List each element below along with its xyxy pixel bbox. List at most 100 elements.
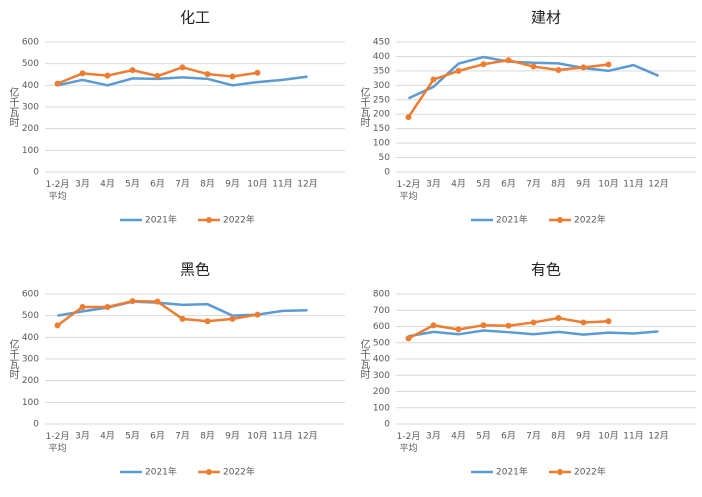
y-tick-label: 0 — [33, 420, 39, 430]
x-tick-label: 9月 — [576, 179, 591, 190]
x-tick-label: 11月 — [272, 431, 292, 442]
x-tick-label: 10月 — [598, 179, 618, 190]
point — [204, 318, 211, 325]
point — [530, 319, 537, 326]
y-tick-label: 0 — [384, 420, 390, 430]
line — [407, 58, 609, 118]
y-axis-label: 亿千瓦时 — [358, 338, 370, 379]
chart-title: 黑色 — [180, 261, 210, 279]
x-tick-label: 10月 — [247, 179, 267, 190]
y-tick-label: 800 — [373, 290, 390, 300]
y-tick-label: 400 — [373, 355, 390, 365]
point — [129, 298, 136, 305]
point — [430, 76, 437, 83]
point — [79, 70, 86, 77]
point — [505, 57, 512, 64]
point — [430, 322, 437, 329]
x-tick-label: 5月 — [476, 431, 491, 442]
legend-marker — [206, 217, 212, 223]
x-tick-label: 5月 — [125, 431, 140, 442]
x-tick-label: 1-2月平均 — [46, 179, 70, 202]
point — [605, 318, 612, 325]
point — [104, 72, 111, 79]
point — [480, 322, 487, 329]
point — [154, 298, 161, 305]
y-tick-label: 500 — [22, 59, 39, 69]
point — [605, 61, 612, 68]
point — [405, 335, 412, 342]
y-tick-label: 50 — [379, 153, 391, 163]
x-tick-label: 9月 — [225, 431, 240, 442]
line — [407, 55, 659, 100]
x-tick-label: 1-2月平均 — [397, 431, 421, 454]
y-tick-label: 100 — [373, 403, 390, 413]
y-tick-label: 300 — [373, 81, 390, 91]
chart-title: 有色 — [531, 261, 561, 279]
x-tick-label: 12月 — [648, 431, 668, 442]
x-tick-label: 7月 — [526, 431, 541, 442]
legend-label: 2022年 — [574, 466, 606, 478]
x-tick-label: 4月 — [451, 179, 466, 190]
point — [455, 67, 462, 74]
legend-marker — [557, 217, 563, 223]
line — [408, 329, 659, 338]
x-tick-label: 7月 — [175, 179, 190, 190]
point — [530, 63, 537, 70]
y-tick-label: 300 — [22, 103, 39, 113]
x-tick-label: 7月 — [526, 179, 541, 190]
point — [229, 73, 236, 80]
x-tick-label: 11月 — [623, 431, 643, 442]
x-tick-label: 8月 — [200, 179, 215, 190]
line — [57, 300, 308, 317]
point — [580, 64, 587, 71]
y-tick-label: 500 — [22, 311, 39, 321]
x-tick-label: 5月 — [476, 179, 491, 190]
x-tick-label: 7月 — [175, 431, 190, 442]
legend-label: 2021年 — [145, 214, 177, 226]
y-tick-label: 400 — [22, 81, 39, 91]
point — [54, 80, 61, 87]
point — [129, 67, 136, 74]
point — [54, 322, 61, 329]
point — [455, 326, 462, 333]
y-tick-label: 300 — [22, 355, 39, 365]
x-tick-label: 6月 — [150, 179, 165, 190]
y-tick-label: 300 — [373, 371, 390, 381]
legend-marker — [206, 469, 212, 475]
x-tick-label: 4月 — [100, 179, 115, 190]
x-tick-label: 3月 — [75, 431, 90, 442]
x-tick-label: 9月 — [576, 431, 591, 442]
y-tick-label: 600 — [22, 290, 39, 300]
x-tick-label: 12月 — [648, 179, 668, 190]
y-tick-label: 100 — [373, 139, 390, 149]
y-tick-label: 600 — [373, 322, 390, 332]
legend-label: 2022年 — [223, 214, 255, 226]
chart-title: 建材 — [531, 9, 561, 27]
y-tick-label: 100 — [22, 146, 39, 156]
y-tick-label: 150 — [373, 124, 390, 134]
x-tick-label: 10月 — [598, 431, 618, 442]
x-tick-label: 11月 — [272, 179, 292, 190]
x-tick-label: 8月 — [200, 431, 215, 442]
y-tick-label: 400 — [373, 52, 390, 62]
point — [204, 71, 211, 78]
point — [505, 322, 512, 329]
y-tick-label: 500 — [373, 338, 390, 348]
y-tick-label: 200 — [22, 124, 39, 134]
y-tick-label: 200 — [373, 387, 390, 397]
point — [480, 61, 487, 68]
x-tick-label: 4月 — [451, 431, 466, 442]
legend-label: 2022年 — [223, 466, 255, 478]
y-tick-label: 100 — [22, 398, 39, 408]
point — [254, 311, 261, 318]
y-tick-label: 0 — [33, 168, 39, 178]
legend-marker — [557, 469, 563, 475]
x-tick-label: 12月 — [297, 431, 317, 442]
point — [154, 73, 161, 80]
point — [405, 114, 412, 121]
legend-label: 2021年 — [145, 466, 177, 478]
x-tick-label: 12月 — [297, 179, 317, 190]
point — [179, 64, 186, 71]
point — [555, 67, 562, 74]
